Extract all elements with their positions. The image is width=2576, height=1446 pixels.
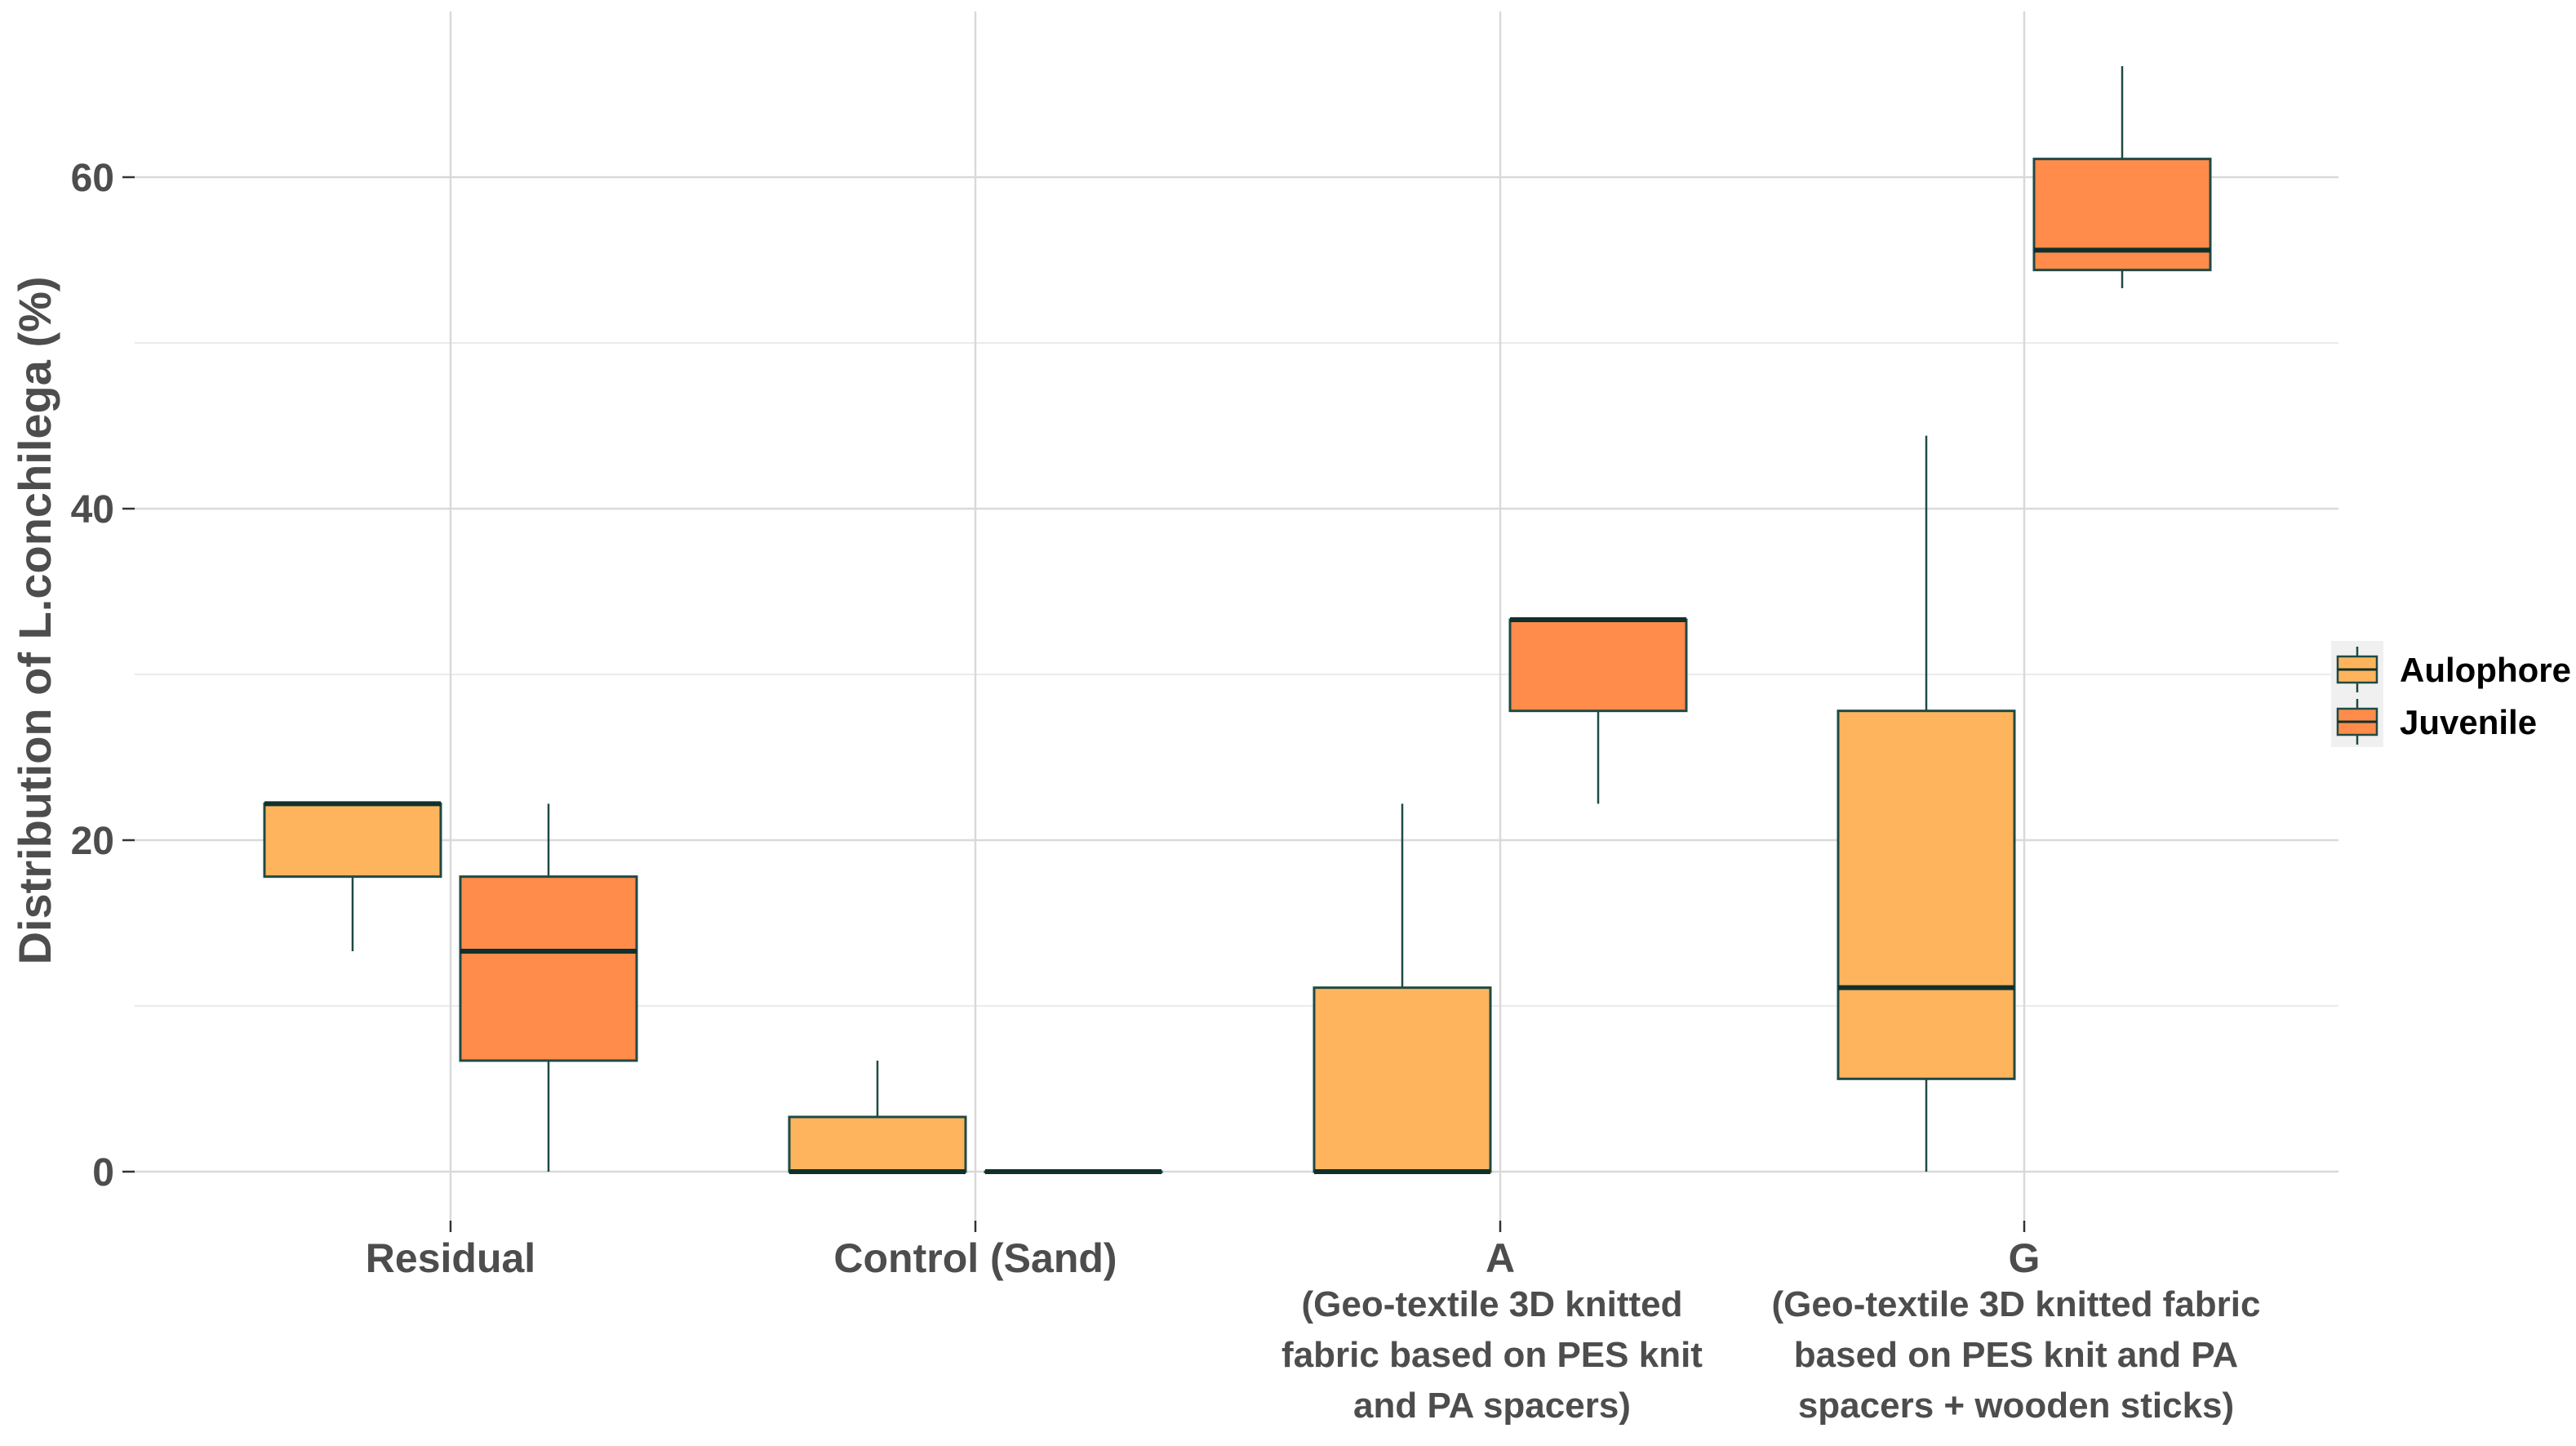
box-juvenile-2 [1508, 617, 1688, 804]
x-tick-sublabel: (Geo-textile 3D knitted fabric [1771, 1284, 2260, 1324]
y-tick-label: 40 [71, 488, 114, 532]
x-tick-sublabel: based on PES knit and PA [1794, 1335, 2238, 1375]
x-tick-sublabel: spacers + wooden sticks) [1798, 1386, 2234, 1426]
box-aulophore-1 [788, 1060, 967, 1174]
x-tick-label: Control (Sand) [833, 1235, 1117, 1281]
box-juvenile-3 [2032, 65, 2212, 289]
y-tick-label: 0 [92, 1151, 114, 1195]
box-iqr [459, 875, 638, 1062]
box-iqr [1312, 986, 1492, 1173]
legend-label: Juvenile [2400, 703, 2537, 741]
x-tick-sublabel: (Geo-textile 3D knitted [1302, 1284, 1683, 1324]
box-iqr [1837, 710, 2016, 1080]
y-axis-title: Distribution of L.conchilega (%) [9, 276, 60, 964]
box-iqr [2032, 158, 2212, 272]
grid-layer [135, 11, 2338, 1221]
x-tick-label: Residual [366, 1235, 535, 1281]
legend: Aulophore Juvenile [2331, 641, 2571, 747]
box-iqr [263, 802, 442, 879]
y-tick-label: 20 [71, 820, 114, 863]
box-aulophore-0 [263, 801, 442, 952]
legend-label: Aulophore [2400, 651, 2571, 689]
box-iqr [788, 1115, 967, 1173]
box-juvenile-0 [459, 803, 638, 1172]
box-layer [263, 65, 2212, 1174]
y-tick-label: 60 [71, 157, 114, 200]
x-tick-sublabel: and PA spacers) [1353, 1386, 1631, 1426]
x-tick-label: G [2009, 1235, 2041, 1281]
box-iqr [1508, 618, 1688, 713]
box-aulophore-3 [1837, 435, 2016, 1172]
x-tick-label: A [1486, 1235, 1515, 1281]
x-tick-sublabel: fabric based on PES knit [1281, 1335, 1703, 1375]
box-aulophore-2 [1312, 803, 1492, 1174]
